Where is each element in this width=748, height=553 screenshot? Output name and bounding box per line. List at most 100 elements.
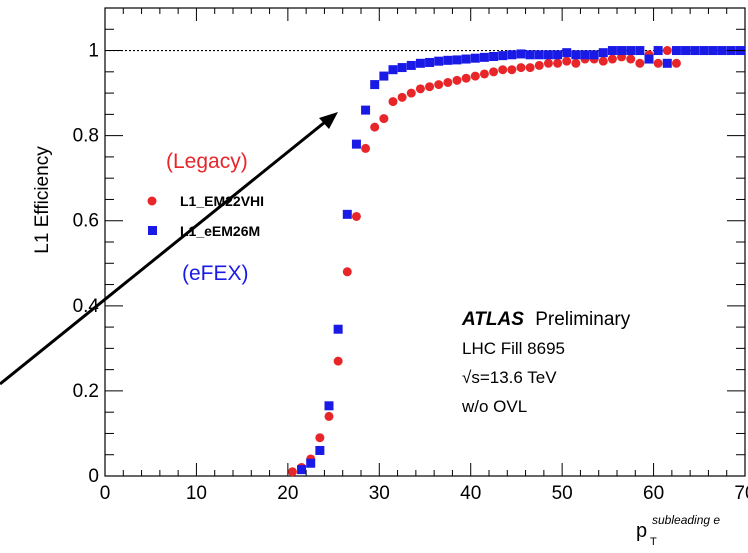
data-point xyxy=(342,267,352,277)
atlas-label-ovl: w/o OVL xyxy=(461,397,527,416)
data-point xyxy=(388,97,398,107)
data-point xyxy=(315,445,325,455)
x-tick-label: 60 xyxy=(643,483,664,504)
data-point xyxy=(598,56,608,66)
data-point xyxy=(525,50,535,60)
data-point xyxy=(562,48,572,58)
data-point xyxy=(653,46,663,56)
data-point xyxy=(425,82,435,92)
data-point xyxy=(671,58,681,68)
data-point xyxy=(388,65,398,75)
data-point xyxy=(708,46,718,56)
data-point xyxy=(571,58,581,68)
annotation-efex: (eFEX) xyxy=(182,262,249,285)
x-axis-label-sup: subleading e xyxy=(652,513,720,527)
data-point xyxy=(580,50,590,60)
data-point xyxy=(470,53,480,63)
data-point xyxy=(333,356,343,366)
data-point xyxy=(525,63,535,73)
data-point xyxy=(434,80,444,90)
data-point xyxy=(370,80,380,90)
data-point xyxy=(498,65,508,75)
series-L1_eEM26M xyxy=(297,46,745,475)
data-point xyxy=(315,433,325,443)
data-point xyxy=(662,58,672,68)
data-point xyxy=(351,139,361,149)
atlas-label-preliminary: Preliminary xyxy=(535,309,631,330)
data-point xyxy=(607,54,617,64)
data-point xyxy=(653,58,663,68)
legend: L1_EM22VHI L1_eEM26M xyxy=(147,193,264,239)
atlas-label-atlas: ATLAS xyxy=(461,309,524,330)
data-point xyxy=(461,54,471,64)
data-point xyxy=(662,46,672,56)
x-tick-label: 30 xyxy=(369,483,390,504)
data-point xyxy=(406,60,416,70)
data-point xyxy=(534,60,544,70)
data-point xyxy=(479,52,489,62)
annotation-arrow-shaft xyxy=(0,116,331,386)
data-point xyxy=(543,50,553,60)
data-point xyxy=(324,401,334,411)
data-point xyxy=(452,75,462,85)
data-point xyxy=(479,69,489,79)
y-tick-label: 0.2 xyxy=(73,381,99,402)
x-tick-label: 50 xyxy=(552,483,573,504)
y-tick-label: 1 xyxy=(88,41,99,62)
data-point xyxy=(370,122,380,132)
data-point xyxy=(470,71,480,81)
x-axis-label-main: p xyxy=(636,520,647,542)
svg-text:ATLAS Preliminary: ATLAS Preliminary xyxy=(461,309,631,330)
data-point xyxy=(534,50,544,60)
y-tick-label: 0 xyxy=(88,466,99,487)
data-point xyxy=(598,48,608,58)
x-axis-label-sub: T xyxy=(650,536,657,548)
data-point xyxy=(507,50,517,60)
data-point xyxy=(324,411,334,421)
data-point xyxy=(415,58,425,68)
data-point xyxy=(553,58,563,68)
legend-label-em22vhi: L1_EM22VHI xyxy=(180,193,264,209)
data-point xyxy=(690,46,700,56)
annotation-legacy: (Legacy) xyxy=(166,150,248,173)
ticks: 0 10 20 30 40 50 60 70 0 0.2 0.4 0.6 0.8 1 xyxy=(73,7,748,504)
data-point xyxy=(516,63,526,73)
y-axis-label: L1 Efficiency xyxy=(32,146,53,254)
data-point xyxy=(489,52,499,62)
data-point xyxy=(717,46,727,56)
data-point xyxy=(635,46,645,56)
data-point xyxy=(635,58,645,68)
x-tick-label: 70 xyxy=(734,483,748,504)
data-point xyxy=(681,46,691,56)
data-point xyxy=(342,209,352,219)
x-tick-label: 20 xyxy=(277,483,298,504)
data-point xyxy=(434,56,444,66)
data-point xyxy=(589,50,599,60)
data-point xyxy=(461,73,471,83)
data-point xyxy=(644,54,654,64)
data-point xyxy=(397,92,407,102)
data-point xyxy=(489,67,499,77)
data-point xyxy=(379,114,389,124)
data-point xyxy=(543,58,553,68)
data-point xyxy=(516,49,526,59)
data-point xyxy=(287,467,297,477)
y-tick-label: 0.4 xyxy=(73,296,100,317)
data-point xyxy=(571,50,581,60)
data-point xyxy=(397,63,407,73)
data-point xyxy=(507,65,517,75)
x-axis-label: p T subleading e xyxy=(636,513,720,548)
x-tick-label: 0 xyxy=(100,483,111,504)
data-point xyxy=(361,143,371,153)
atlas-label: ATLAS Preliminary LHC Fill 8695 √s=13.6 … xyxy=(461,309,631,416)
atlas-label-energy: √s=13.6 TeV xyxy=(462,368,557,387)
data-point xyxy=(626,46,636,56)
data-point xyxy=(553,50,563,60)
y-tick-label: 0.6 xyxy=(73,211,99,232)
data-point xyxy=(452,55,462,65)
data-point xyxy=(406,88,416,98)
data-point xyxy=(415,84,425,94)
data-point xyxy=(361,105,371,115)
legend-marker-eem26m xyxy=(148,226,157,235)
data-point xyxy=(498,51,508,61)
